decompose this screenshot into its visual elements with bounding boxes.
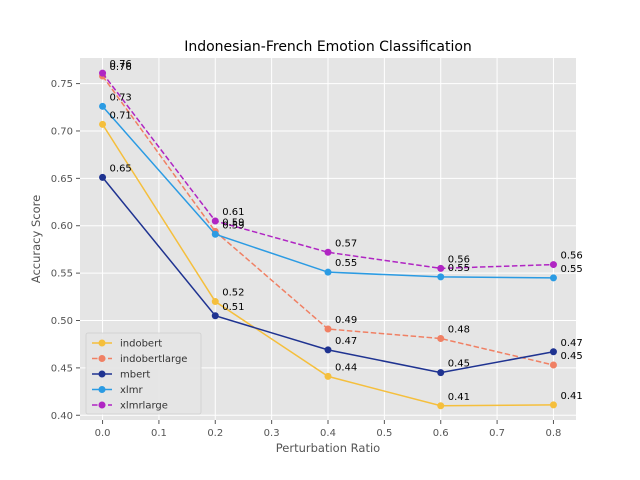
y-tick-label: 0.60 [51, 221, 73, 232]
data-point-indobert [211, 298, 219, 306]
data-point-xlmrlarge [437, 264, 445, 272]
grid-lines [80, 58, 576, 420]
data-label-mbert: 0.45 [448, 359, 470, 370]
chart-title: Indonesian-French Emotion Classification [184, 39, 472, 55]
x-tick-label: 0.0 [95, 428, 111, 439]
data-label-indobert: 0.71 [110, 110, 132, 121]
series-xlmrlarge [99, 69, 557, 272]
data-point-mbert [437, 369, 445, 377]
x-tick-label: 0.4 [320, 428, 336, 439]
x-tick-label: 0.3 [264, 428, 280, 439]
data-label-indobertlarge: 0.49 [335, 315, 357, 326]
data-label-mbert: 0.51 [222, 302, 244, 313]
series-lines [99, 69, 557, 410]
legend-label-indobert: indobert [120, 339, 162, 350]
data-label-mbert: 0.47 [335, 336, 357, 347]
data-point-indobert [437, 402, 445, 410]
data-point-indobertlarge [324, 325, 332, 333]
data-label-xlmr: 0.55 [560, 264, 582, 275]
series-line-xlmrlarge [101, 72, 554, 270]
legend-label-xlmrlarge: xlmrlarge [120, 401, 168, 412]
data-point-xlmr [99, 102, 107, 110]
legend-label-xlmr: xlmr [120, 385, 143, 396]
data-label-mbert: 0.65 [110, 163, 132, 174]
data-point-indobert [549, 401, 557, 409]
y-tick-label: 0.50 [51, 316, 73, 327]
data-point-mbert [211, 312, 219, 320]
data-label-indobertlarge: 0.48 [448, 325, 470, 336]
data-point-indobert [324, 372, 332, 380]
data-point-xlmr [211, 230, 219, 238]
data-label-indobert: 0.52 [222, 288, 244, 299]
legend-marker-indobertlarge [98, 355, 106, 362]
data-label-xlmr: 0.73 [110, 92, 132, 103]
data-label-indobert: 0.41 [560, 391, 582, 402]
legend: indobert indobertlarge mbert xlmr xlmrlarge [85, 332, 202, 415]
axis-ticks: 0.0 0.1 0.2 0.3 0.4 0.5 0.6 0.7 0.8 0.40 0.45 0.50 0… [51, 79, 562, 439]
data-point-xlmrlarge [549, 261, 557, 269]
data-label-xlmrlarge: 0.56 [560, 251, 582, 262]
legend-label-indobertlarge: indobertlarge [120, 354, 187, 365]
series-mbert [99, 173, 557, 377]
legend-box [85, 332, 202, 415]
data-point-indobert [99, 120, 107, 128]
y-axis-label: Accuracy Score [29, 195, 43, 283]
data-label-xlmr: 0.59 [222, 220, 244, 231]
data-label-xlmrlarge: 0.57 [335, 238, 357, 249]
x-tick-label: 0.1 [151, 428, 167, 439]
data-label-xlmrlarge: 0.56 [448, 254, 470, 265]
data-point-mbert [99, 173, 107, 181]
y-tick-label: 0.55 [51, 269, 73, 280]
data-point-xlmr [549, 274, 557, 282]
y-tick-label: 0.45 [51, 363, 73, 374]
data-labels: 0.71 0.52 0.44 0.41 0.41 0.76 0.59 0.49 0.48 0.45… [110, 59, 583, 403]
data-label-indobert: 0.44 [335, 362, 357, 373]
x-tick-label: 0.7 [489, 428, 505, 439]
legend-label-mbert: mbert [120, 370, 150, 381]
data-label-xlmr: 0.55 [448, 263, 470, 274]
data-label-xlmrlarge: 0.76 [110, 59, 132, 70]
x-tick-label: 0.6 [433, 428, 449, 439]
data-label-indobertlarge: 0.45 [560, 351, 582, 362]
data-point-indobertlarge [549, 361, 557, 369]
data-point-indobertlarge [437, 335, 445, 343]
data-point-mbert [549, 348, 557, 356]
data-point-xlmrlarge [211, 217, 219, 225]
y-tick-label: 0.40 [51, 411, 73, 422]
y-tick-label: 0.70 [51, 126, 73, 137]
data-point-xlmrlarge [99, 69, 107, 77]
data-label-xlmrlarge: 0.61 [222, 207, 244, 218]
series-indobert [99, 120, 557, 410]
data-label-xlmr: 0.55 [335, 258, 357, 269]
data-point-xlmrlarge [324, 248, 332, 256]
x-tick-label: 0.8 [546, 428, 562, 439]
x-tick-label: 0.5 [376, 428, 392, 439]
x-axis-label: Perturbation Ratio [276, 441, 380, 455]
y-tick-label: 0.65 [51, 174, 73, 185]
series-xlmr [99, 102, 557, 282]
data-label-mbert: 0.47 [560, 338, 582, 349]
legend-marker-xlmr [98, 386, 106, 393]
data-point-xlmr [324, 268, 332, 276]
data-label-indobert: 0.41 [448, 392, 470, 403]
legend-marker-xlmrlarge [98, 401, 106, 409]
x-tick-label: 0.2 [207, 428, 223, 439]
data-point-xlmr [437, 273, 445, 281]
data-label-indobertlarge: 0.76 [110, 62, 132, 73]
data-point-mbert [324, 346, 332, 354]
legend-marker-mbert [98, 370, 106, 378]
y-tick-label: 0.75 [51, 79, 73, 90]
data-label-indobertlarge: 0.59 [222, 217, 244, 228]
legend-marker-indobert [98, 339, 106, 347]
